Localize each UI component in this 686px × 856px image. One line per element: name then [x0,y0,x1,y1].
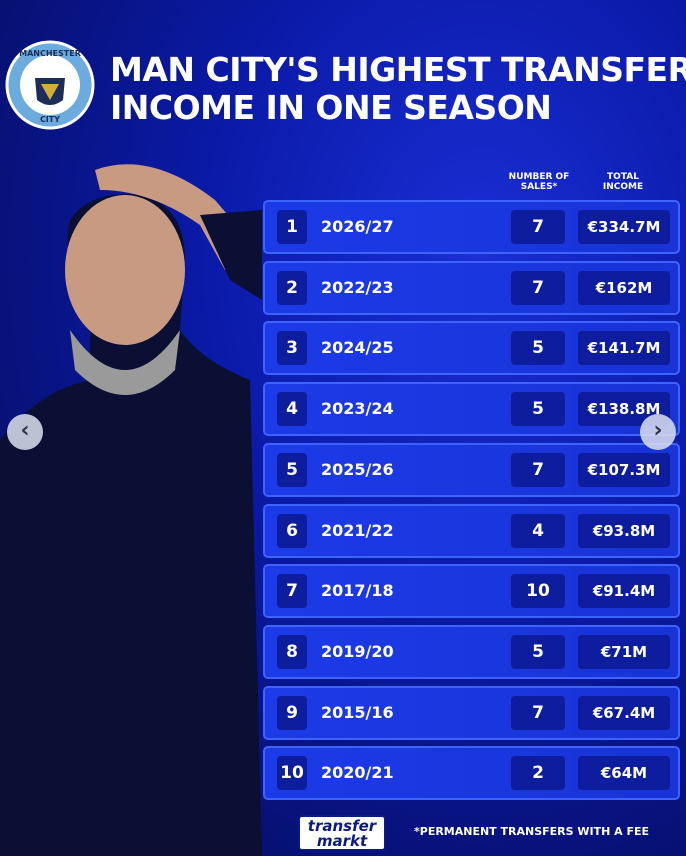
season: 2017/18 [321,581,394,601]
table-row: 10 2020/21 2 €64M [263,746,680,801]
sales: 5 [511,634,565,669]
rank: 6 [277,513,307,548]
table-row: 1 2026/27 7 €334.7M [263,200,680,254]
column-header: NUMBER OF SALES* [508,172,570,192]
logo-text: markt [316,832,368,850]
table-row: 8 2019/20 5 €71M [263,624,680,679]
season: 2025/26 [321,459,394,479]
sales: 5 [511,392,565,427]
sales: 5 [511,331,565,366]
table-row: 6 2021/22 4 €93.8M [263,503,680,558]
sales: 7 [511,452,565,487]
rank: 9 [277,695,307,730]
income: €141.7M [578,331,670,366]
title: INCOME IN ONE SEASON [110,88,552,127]
next-button[interactable]: › [640,414,676,450]
title: MAN CITY'S HIGHEST TRANSFER [110,50,686,89]
crest-text: CITY [40,115,60,124]
logo-text: transfer [307,817,377,835]
sales: 7 [511,695,565,730]
rank: 7 [277,574,307,609]
rank: 2 [277,270,307,305]
club-crest: MANCHESTER CITY [5,40,95,130]
rank: 5 [277,452,307,487]
column-header: TOTAL INCOME [602,172,644,192]
rank: 8 [277,634,307,669]
season: 2023/24 [321,399,394,419]
income: €71M [578,634,670,669]
footnote: *PERMANENT TRANSFERS WITH A FEE [414,825,650,838]
table-row: 2 2022/23 7 €162M [263,260,680,315]
income: €93.8M [578,513,670,548]
income: €162M [578,270,670,305]
season: 2022/23 [321,277,394,297]
income: €107.3M [578,452,670,487]
table-row: 5 2025/26 7 €107.3M [263,442,680,497]
rank: 10 [277,756,307,791]
season: 2015/16 [321,702,394,722]
income: €334.7M [578,210,670,244]
table-row: 3 2024/25 5 €141.7M [263,321,680,376]
sales: 7 [511,210,565,244]
season: 2024/25 [321,338,394,358]
season: 2026/27 [321,217,394,236]
prev-button[interactable]: ‹ [7,414,43,450]
table-row: 9 2015/16 7 €67.4M [263,685,680,740]
income: €91.4M [578,574,670,609]
season: 2020/21 [321,763,394,783]
sales: 10 [511,574,565,609]
crest-text: MANCHESTER [19,49,81,58]
income: €64M [578,756,670,791]
season: 2021/22 [321,520,394,540]
rank: 4 [277,392,307,427]
rank: 3 [277,331,307,366]
sales: 2 [511,756,565,791]
rank: 1 [277,210,307,244]
sales: 4 [511,513,565,548]
sales: 7 [511,270,565,305]
table-row: 4 2023/24 5 €138.8M [263,382,680,437]
transfermarkt-logo: transfer markt [298,815,386,851]
season: 2019/20 [321,641,394,661]
table-row: 7 2017/18 10 €91.4M [263,564,680,619]
income: €67.4M [578,695,670,730]
